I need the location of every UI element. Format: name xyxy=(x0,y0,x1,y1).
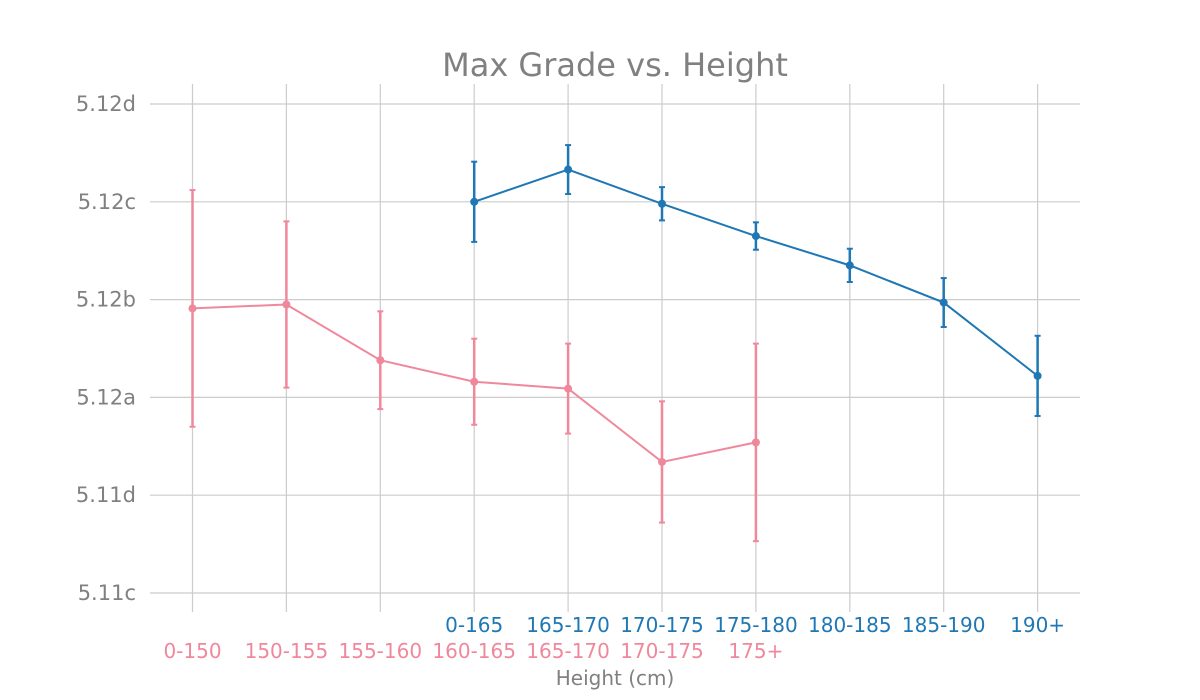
data-point xyxy=(376,356,385,365)
y-tick-label: 5.11d xyxy=(76,483,136,507)
x-tick-label: 175+ xyxy=(728,639,783,663)
x-tick-label: 170-175 xyxy=(620,613,704,637)
data-point xyxy=(470,197,479,206)
data-point xyxy=(939,298,948,307)
x-tick-label: 185-190 xyxy=(902,613,986,637)
x-tick-label: 175-180 xyxy=(714,613,798,637)
y-tick-label: 5.11c xyxy=(78,581,136,605)
data-point xyxy=(470,377,479,386)
data-point xyxy=(751,232,760,241)
y-tick-label: 5.12c xyxy=(78,190,136,214)
x-tick-label: 150-155 xyxy=(245,639,329,663)
series xyxy=(188,144,1042,543)
x-tick-label: 155-160 xyxy=(339,639,423,663)
x-tick-label: 160-165 xyxy=(432,639,516,663)
x-tick-label: 190+ xyxy=(1010,613,1065,637)
series-0 xyxy=(470,144,1042,417)
x-tick-label: 170-175 xyxy=(620,639,704,663)
series-1 xyxy=(188,189,760,543)
y-tick-label: 5.12a xyxy=(76,385,136,409)
data-point xyxy=(1033,371,1042,380)
data-point xyxy=(845,261,854,270)
y-tick-label: 5.12d xyxy=(76,92,136,116)
data-point xyxy=(564,165,573,174)
data-point xyxy=(751,438,760,447)
x-tick-labels: 0-165 165-170 170-175 175-180 180-185 185-190… xyxy=(163,613,1065,663)
x-tick-label: 0-165 xyxy=(445,613,503,637)
y-tick-label: 5.12b xyxy=(76,288,136,312)
x-tick-label: 165-170 xyxy=(526,613,610,637)
x-tick-label: 0-150 xyxy=(163,639,221,663)
data-point xyxy=(188,304,197,313)
y-tick-labels: 5.11c 5.11d 5.12a 5.12b 5.12c 5.12d xyxy=(76,92,136,605)
grid xyxy=(150,84,1080,612)
x-tick-label: 180-185 xyxy=(808,613,892,637)
data-point xyxy=(658,199,666,208)
data-point xyxy=(282,300,291,309)
data-point xyxy=(564,384,573,393)
data-point xyxy=(658,457,666,466)
x-axis-label: Height (cm) xyxy=(556,666,675,690)
chart-title: Max Grade vs. Height xyxy=(442,46,788,84)
x-tick-label: 165-170 xyxy=(526,639,610,663)
